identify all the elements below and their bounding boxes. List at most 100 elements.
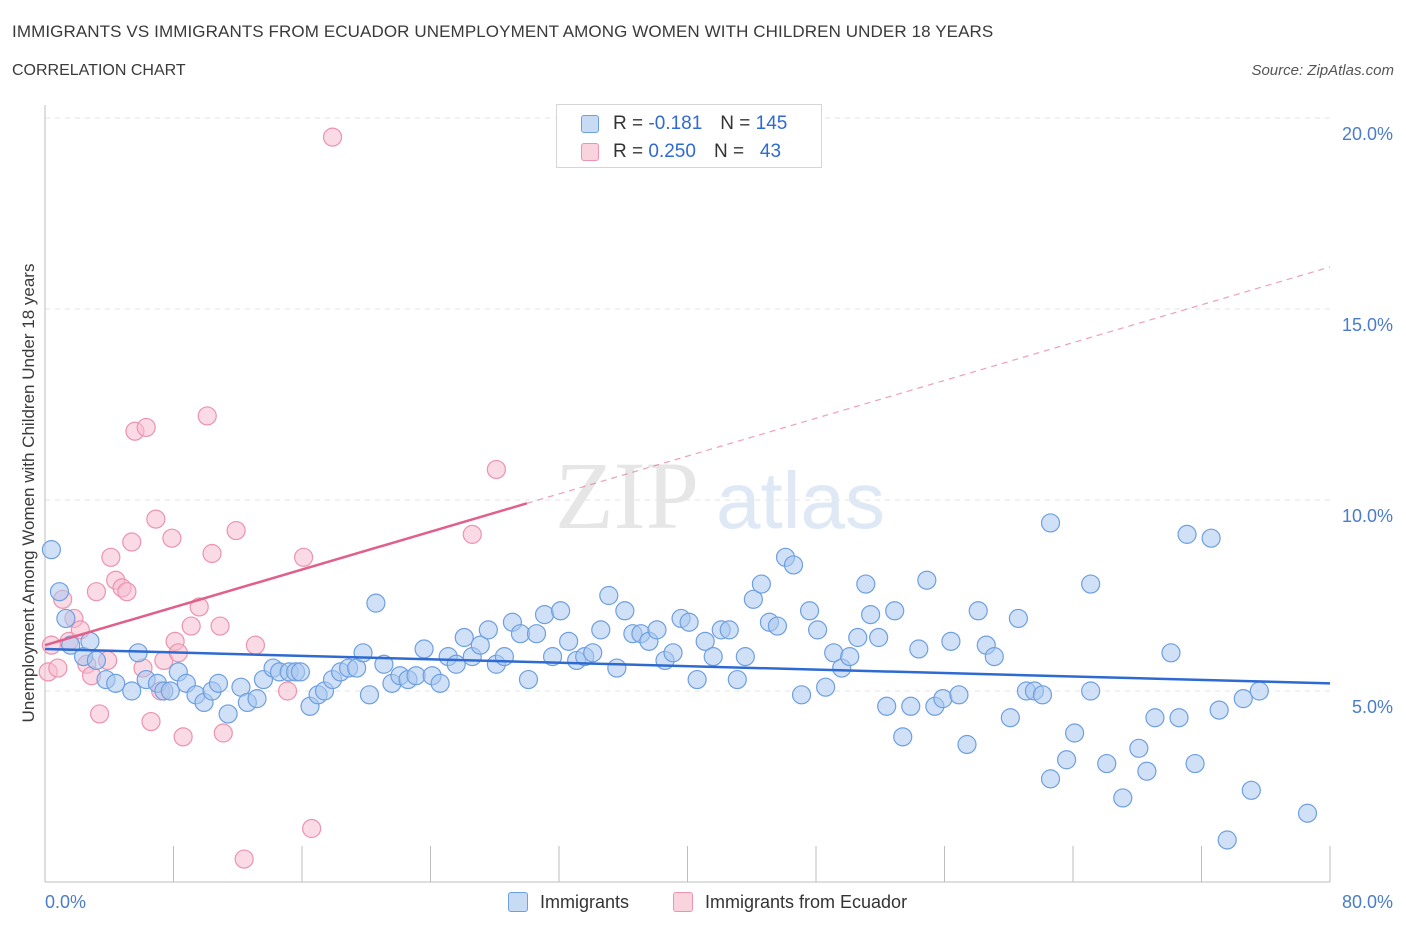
r-value: -0.181: [648, 113, 703, 134]
ecuador-trend-extension: [526, 266, 1331, 504]
immigrants-point: [893, 727, 913, 747]
immigrants-point: [1233, 689, 1253, 709]
ecuador-point: [202, 543, 222, 564]
ecuador-point: [197, 406, 217, 426]
ecuador-point: [48, 658, 68, 678]
y-tick-label: 15.0%: [1342, 315, 1393, 335]
immigrants-point: [1032, 685, 1053, 705]
watermark-zip: ZIP: [555, 442, 699, 549]
immigrants-point: [1185, 753, 1205, 774]
immigrants-point: [454, 627, 474, 648]
immigrants-point: [41, 540, 62, 560]
immigrants-point: [414, 639, 434, 659]
immigrants-point: [751, 574, 771, 594]
immigrants-point: [106, 673, 126, 693]
immigrants-point: [510, 624, 531, 644]
immigrants-point: [1040, 513, 1061, 533]
x-tick-label: 80.0%: [1342, 892, 1393, 912]
immigrants-point: [901, 696, 921, 716]
immigrants-point: [816, 677, 836, 697]
immigrants-point: [122, 681, 142, 701]
immigrants-point: [984, 647, 1004, 667]
legend-immigrants-swatch: [508, 892, 528, 912]
y-axis-label: Unemployment Among Women with Children U…: [19, 264, 38, 723]
ecuador-point: [181, 616, 201, 636]
immigrants-point: [518, 669, 539, 690]
immigrants-point: [840, 647, 860, 667]
immigrants-point: [56, 608, 76, 629]
immigrants-point: [478, 620, 498, 640]
r-label: R =: [613, 113, 644, 134]
immigrants-point: [957, 734, 977, 755]
immigrants-point: [848, 627, 868, 648]
immigrants-point: [767, 616, 788, 636]
immigrants-point: [526, 624, 547, 644]
immigrants-point: [1137, 761, 1157, 781]
immigrants-point: [869, 627, 889, 648]
y-tick-label: 10.0%: [1342, 506, 1393, 526]
immigrants-point: [941, 631, 961, 651]
y-tick-labels: 5.0% 10.0% 15.0% 20.0%: [1342, 124, 1393, 717]
immigrants-point: [615, 601, 635, 621]
immigrants-point: [1169, 708, 1189, 728]
immigrants-point: [1209, 700, 1229, 720]
stats-row-immigrants: R = -0.181 N = 145: [581, 112, 787, 136]
ecuador-point: [462, 524, 482, 544]
immigrants-point: [1081, 574, 1101, 594]
immigrants-point: [1008, 608, 1028, 629]
immigrants-point: [359, 685, 380, 705]
immigrants-point: [703, 647, 723, 667]
ecuador-point: [245, 635, 266, 655]
immigrants-point: [1161, 643, 1181, 663]
immigrants-point: [49, 582, 70, 602]
ecuador-point: [101, 547, 121, 567]
r-label: R =: [613, 141, 644, 162]
stats-legend: R = -0.181 N = 145 R = 0.250 N = 43: [556, 104, 822, 168]
immigrants-point: [591, 620, 611, 640]
legend-ecuador: Immigrants from Ecuador: [673, 888, 907, 916]
x-tick-labels: 0.0% 80.0%: [45, 892, 1393, 912]
immigrants-point: [1241, 780, 1261, 800]
ecuador-point: [213, 723, 233, 743]
immigrants-point: [366, 593, 386, 613]
immigrants-point: [1145, 708, 1165, 728]
immigrants-point: [861, 604, 881, 625]
trend-lines: [44, 266, 1331, 685]
immigrants-point: [663, 643, 683, 663]
legend-immigrants-label: Immigrants: [540, 891, 630, 912]
ecuador-point: [234, 849, 254, 869]
immigrants-point: [791, 685, 812, 705]
immigrants-point: [1297, 803, 1318, 823]
chart-title: IMMIGRANTS VS IMMIGRANTS FROM ECUADOR UN…: [12, 22, 994, 41]
ecuador-point: [302, 818, 322, 839]
immigrants-point: [1081, 681, 1101, 701]
r-value: 0.250: [648, 141, 696, 162]
immigrants-point: [1065, 723, 1085, 743]
immigrants-point: [446, 654, 466, 674]
immigrants-point: [160, 681, 180, 701]
ecuador-point: [90, 704, 110, 724]
n-value: 145: [755, 113, 788, 134]
ecuador-point: [210, 616, 230, 636]
immigrants-point: [542, 647, 563, 667]
immigrants-point: [1177, 524, 1197, 544]
immigrants-point: [208, 673, 229, 693]
immigrants-point: [551, 601, 571, 621]
immigrants-point: [583, 643, 603, 663]
legend-immigrants: Immigrants: [508, 888, 629, 916]
immigrants-point: [647, 620, 667, 640]
ecuador-point: [294, 547, 314, 567]
immigrants-point: [534, 604, 555, 625]
immigrants-point: [86, 650, 107, 671]
ecuador-swatch: [581, 143, 599, 161]
n-value: 43: [759, 141, 782, 162]
immigrants-point: [1000, 708, 1020, 728]
ecuador-point: [146, 509, 166, 529]
immigrants-point: [494, 647, 514, 667]
immigrants-point: [1249, 681, 1269, 701]
watermark-atlas: atlas: [716, 456, 885, 545]
immigrants-point: [247, 689, 267, 709]
legend-ecuador-swatch: [673, 892, 693, 912]
watermark: ZIP atlas: [555, 442, 885, 549]
